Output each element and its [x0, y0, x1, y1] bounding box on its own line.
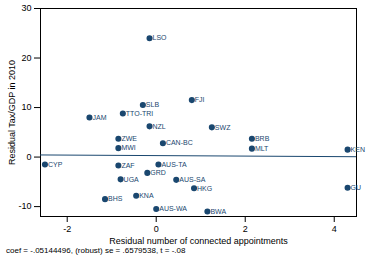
svg-text:KNA: KNA — [139, 192, 154, 199]
svg-text:ZWE: ZWE — [121, 135, 137, 142]
svg-text:20: 20 — [21, 53, 31, 63]
svg-text:FJI: FJI — [195, 96, 205, 103]
svg-text:2: 2 — [243, 224, 248, 234]
svg-text:AUS-TA: AUS-TA — [161, 161, 186, 168]
svg-text:10: 10 — [21, 102, 31, 112]
svg-text:0: 0 — [26, 152, 31, 162]
svg-text:-2: -2 — [63, 224, 71, 234]
svg-text:Residual Tax/GDP in 2010: Residual Tax/GDP in 2010 — [7, 60, 17, 165]
svg-text:BWA: BWA — [210, 208, 226, 215]
svg-text:KEN: KEN — [351, 146, 365, 153]
svg-text:AUS-SA: AUS-SA — [179, 176, 205, 183]
svg-text:AUS-WA: AUS-WA — [159, 205, 187, 212]
svg-text:ZAF: ZAF — [121, 162, 134, 169]
svg-text:Residual number of connected a: Residual number of connected appointment… — [109, 236, 288, 246]
svg-text:BHS: BHS — [108, 195, 123, 202]
svg-text:0: 0 — [154, 224, 159, 234]
svg-text:CYP: CYP — [48, 161, 63, 168]
svg-text:LSO: LSO — [153, 34, 168, 41]
svg-text:GU: GU — [351, 184, 362, 191]
svg-text:TTO-TRI: TTO-TRI — [126, 110, 154, 117]
svg-text:BRB: BRB — [255, 135, 270, 142]
svg-text:-10: -10 — [18, 201, 31, 211]
svg-text:HKG: HKG — [197, 185, 212, 192]
svg-text:MWI: MWI — [121, 144, 135, 151]
svg-text:UGA: UGA — [124, 176, 139, 183]
svg-text:GRD: GRD — [150, 169, 166, 176]
svg-text:JAM: JAM — [92, 114, 106, 121]
svg-text:MLT: MLT — [255, 145, 269, 152]
svg-text:NZL: NZL — [153, 123, 166, 130]
svg-text:30: 30 — [21, 3, 31, 13]
svg-text:4: 4 — [332, 224, 337, 234]
html-text:coef = -.05144496, (robust) se: coef = -.05144496, (robust) se = .657953… — [6, 246, 186, 255]
svg-text:SWZ: SWZ — [215, 124, 231, 131]
svg-text:SLB: SLB — [146, 101, 160, 108]
svg-text:CAN-BC: CAN-BC — [166, 139, 193, 146]
